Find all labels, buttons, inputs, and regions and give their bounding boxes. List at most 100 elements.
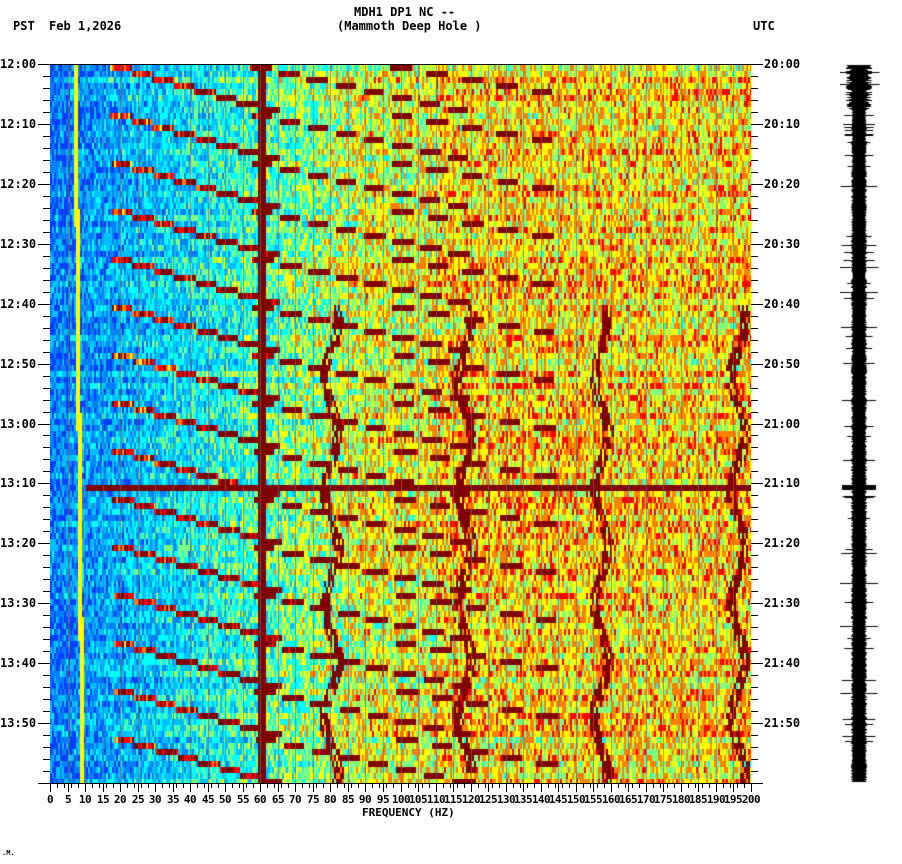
right-tick [751,124,763,125]
x-tick [443,783,444,788]
left-tick [43,268,50,269]
x-tick [246,783,247,788]
right-tick [751,699,758,700]
right-tick [751,352,758,353]
x-tick [274,783,275,788]
x-tick [415,783,416,788]
right-tick [751,723,763,724]
x-tick-label: 130 [496,793,516,806]
x-tick [702,783,703,788]
right-tick [751,328,758,329]
right-tick [751,759,758,760]
x-tick [173,783,174,792]
x-tick [50,783,51,792]
right-tick [751,208,758,209]
x-tick [744,783,745,788]
x-tick-label: 115 [443,793,463,806]
left-tick [43,507,50,508]
x-tick [302,783,303,788]
x-tick [597,783,598,788]
x-tick [169,783,170,788]
seismogram-trace [840,60,880,785]
x-tick [527,783,528,788]
left-tick [43,352,50,353]
x-tick [506,783,507,792]
x-tick [138,783,139,792]
left-time-label: 12:40 [0,297,37,311]
left-tick [38,64,50,65]
right-tick [751,340,758,341]
x-tick [190,783,191,792]
right-tick [751,412,758,413]
x-tick [625,783,626,788]
right-tick [751,316,758,317]
x-tick-label: 150 [566,793,586,806]
left-time-label: 13:10 [0,476,37,490]
x-tick [422,783,423,788]
x-tick-label: 125 [478,793,498,806]
left-tick [43,531,50,532]
left-tick [38,424,50,425]
x-tick [68,783,69,792]
x-tick [639,783,640,788]
x-tick-label: 120 [461,793,481,806]
right-tick [751,483,763,484]
x-tick-label: 85 [341,793,355,806]
right-time-label: 20:10 [764,117,801,131]
x-tick [695,783,696,788]
right-tick [751,687,758,688]
x-tick [737,783,738,788]
left-tick [43,495,50,496]
x-tick [523,783,524,792]
x-tick [618,783,619,788]
left-time-label: 13:20 [0,536,37,550]
left-tick [38,483,50,484]
x-tick [513,783,514,788]
right-tick [751,280,758,281]
left-tick [43,76,50,77]
left-timezone-label: PST [13,19,35,33]
right-tick [751,447,758,448]
left-tick [43,519,50,520]
x-tick-label: 180 [671,793,691,806]
spectrogram-plot [50,64,751,784]
x-tick [113,783,114,788]
x-tick [660,783,661,788]
right-tick [751,627,758,628]
x-tick-label: 25 [131,793,145,806]
right-tick [751,663,763,664]
x-tick [358,783,359,788]
left-tick [43,435,50,436]
x-tick [674,783,675,788]
x-tick-label: 195 [723,793,743,806]
right-time-label: 20:00 [764,57,801,71]
right-tick [751,364,763,365]
left-tick [43,639,50,640]
x-tick [576,783,577,792]
right-tick [751,579,758,580]
left-tick [38,184,50,185]
x-tick [386,783,387,788]
left-tick [43,567,50,568]
right-time-label: 20:40 [764,297,801,311]
x-tick-label: 80 [323,793,337,806]
x-tick [99,783,100,788]
x-tick-label: 185 [688,793,708,806]
right-tick [751,651,758,652]
right-tick [751,172,758,173]
left-time-label: 13:40 [0,656,37,670]
x-tick-label: 95 [376,793,390,806]
right-tick [751,268,758,269]
right-tick [751,184,763,185]
left-tick [43,471,50,472]
right-tick [751,495,758,496]
left-tick [43,687,50,688]
x-tick [281,783,282,788]
right-timezone-label: UTC [753,19,775,33]
x-tick [316,783,317,788]
x-tick [148,783,149,788]
x-tick [211,783,212,788]
x-tick [534,783,535,788]
left-tick [43,579,50,580]
left-tick [43,400,50,401]
